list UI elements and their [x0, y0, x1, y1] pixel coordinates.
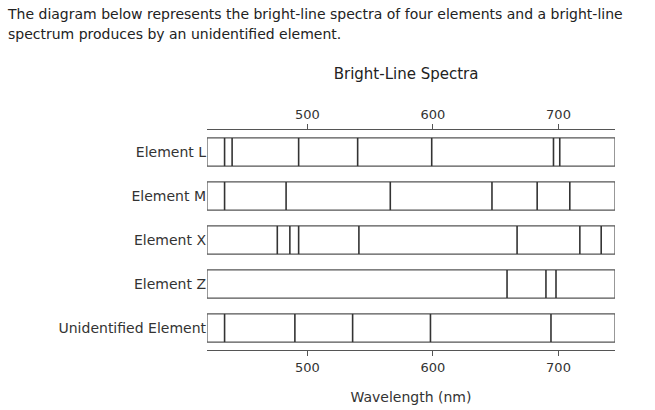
svg-text:Element Z: Element Z — [134, 276, 206, 292]
svg-text:700: 700 — [546, 360, 571, 375]
svg-text:Unidentified Element: Unidentified Element — [59, 320, 207, 336]
svg-text:500: 500 — [295, 107, 320, 122]
svg-text:Wavelength (nm): Wavelength (nm) — [351, 389, 472, 405]
svg-text:700: 700 — [546, 107, 571, 122]
svg-text:Element X: Element X — [134, 232, 206, 248]
svg-text:Element L: Element L — [136, 144, 206, 160]
svg-text:600: 600 — [421, 360, 446, 375]
html-text:The diagram below represents t: The diagram below represents the bright-… — [8, 6, 623, 42]
svg-text:600: 600 — [421, 107, 446, 122]
svg-text:500: 500 — [295, 360, 320, 375]
svg-text:Bright-Line Spectra: Bright-Line Spectra — [334, 65, 479, 83]
svg-text:Element M: Element M — [132, 188, 207, 204]
